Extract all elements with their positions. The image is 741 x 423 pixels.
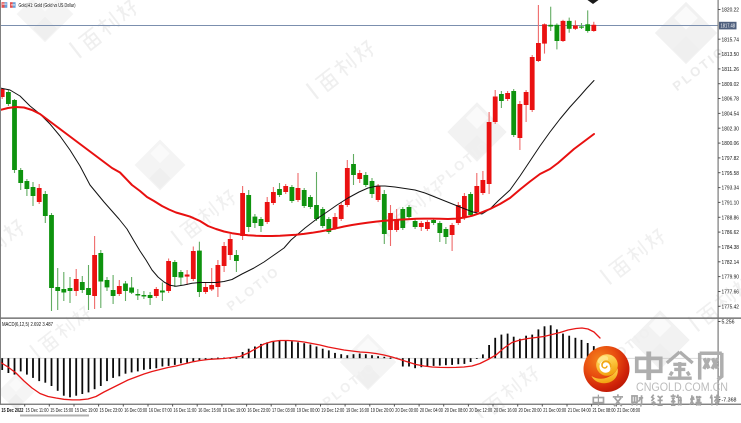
svg-text:Gold,H1: Gold (Gold vs US Dol: Gold,H1: Gold (Gold vs US Dollar) (19, 3, 76, 9)
svg-text:1813.50: 1813.50 (722, 52, 740, 58)
svg-text:MACD(6,12,5) 2.692 3.487: MACD(6,12,5) 2.692 3.487 (2, 322, 53, 328)
svg-text:CNGOLD.COM.CN: CNGOLD.COM.CN (636, 382, 728, 394)
svg-text:16 Dec 23:00: 16 Dec 23:00 (247, 408, 270, 414)
svg-text:1800.06: 1800.06 (722, 141, 740, 147)
svg-text:20 Dec 16:00: 20 Dec 16:00 (494, 408, 517, 414)
svg-text:1820.22: 1820.22 (722, 8, 740, 14)
svg-text:1795.58: 1795.58 (722, 171, 740, 177)
svg-text:15 Dec 23:00: 15 Dec 23:00 (100, 408, 123, 414)
svg-text:20 Dec 04:00: 20 Dec 04:00 (420, 408, 443, 414)
svg-text:1786.62: 1786.62 (722, 230, 740, 236)
svg-text:1802.30: 1802.30 (722, 126, 740, 132)
svg-text:5.256: 5.256 (722, 320, 735, 326)
svg-text:19 Dec 20:00: 19 Dec 20:00 (371, 408, 394, 414)
svg-text:17 Dec 03:00: 17 Dec 03:00 (272, 408, 295, 414)
svg-text:1779.90: 1779.90 (722, 275, 740, 281)
svg-text:15 Dec 15:00: 15 Dec 15:00 (50, 408, 73, 414)
svg-text:21 Dec 08:00: 21 Dec 08:00 (593, 408, 616, 414)
svg-text:1804.54: 1804.54 (722, 112, 740, 118)
svg-text:-7.368: -7.368 (722, 398, 737, 404)
svg-text:20 Dec 20:00: 20 Dec 20:00 (519, 408, 542, 414)
svg-text:19 Dec 12:00: 19 Dec 12:00 (321, 408, 344, 414)
svg-text:20 Dec 00:00: 20 Dec 00:00 (395, 408, 418, 414)
svg-text:1797.82: 1797.82 (722, 156, 740, 162)
svg-text:1817.48: 1817.48 (721, 24, 736, 30)
svg-text:20 Dec 08:00: 20 Dec 08:00 (445, 408, 468, 414)
svg-text:16 Dec 19:00: 16 Dec 19:00 (223, 408, 246, 414)
svg-text:19 Dec 00:00: 19 Dec 00:00 (297, 408, 320, 414)
svg-text:15 Dec 2022: 15 Dec 2022 (1, 408, 23, 414)
svg-text:1811.26: 1811.26 (722, 67, 740, 73)
svg-text:21 Dec 08:00: 21 Dec 08:00 (617, 408, 640, 414)
svg-text:1793.34: 1793.34 (722, 186, 740, 192)
svg-text:21 Dec 00:00: 21 Dec 00:00 (543, 408, 566, 414)
svg-text:16 Dec 07:00: 16 Dec 07:00 (149, 408, 172, 414)
svg-text:1791.10: 1791.10 (722, 201, 740, 207)
svg-text:15 Dec 11:00: 15 Dec 11:00 (26, 408, 49, 414)
svg-text:16 Dec 15:00: 16 Dec 15:00 (198, 408, 221, 414)
svg-text:1784.38: 1784.38 (722, 245, 740, 251)
svg-text:1809.02: 1809.02 (722, 82, 740, 88)
svg-text:1782.14: 1782.14 (722, 260, 740, 266)
svg-text:19 Dec 16:00: 19 Dec 16:00 (346, 408, 369, 414)
svg-text:15 Dec 19:00: 15 Dec 19:00 (75, 408, 98, 414)
svg-text:1788.86: 1788.86 (722, 215, 740, 221)
svg-text:21 Dec 04:00: 21 Dec 04:00 (568, 408, 591, 414)
svg-text:20 Dec 12:00: 20 Dec 12:00 (469, 408, 492, 414)
svg-text:16 Dec 03:00: 16 Dec 03:00 (124, 408, 147, 414)
svg-text:16 Dec 11:00: 16 Dec 11:00 (173, 408, 196, 414)
svg-text:1815.74: 1815.74 (722, 37, 740, 43)
svg-text:1806.78: 1806.78 (722, 97, 740, 103)
svg-text:1775.42: 1775.42 (722, 304, 740, 310)
svg-text:1777.66: 1777.66 (722, 290, 740, 296)
